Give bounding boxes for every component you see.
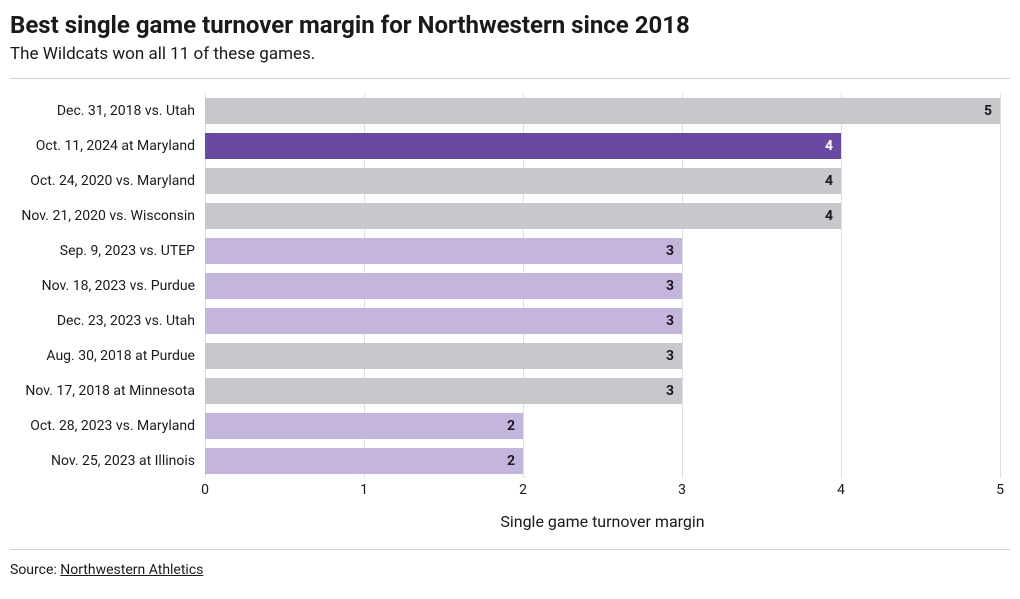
bar-row: Oct. 28, 2023 vs. Maryland2 [205, 408, 1000, 443]
bar: 2 [205, 448, 523, 474]
source-prefix: Source: [10, 562, 60, 578]
chart-subtitle: The Wildcats won all 11 of these games. [10, 44, 1010, 64]
bar-label: Nov. 17, 2018 at Minnesota [25, 383, 205, 399]
bar-label: Nov. 18, 2023 vs. Purdue [42, 278, 205, 294]
bar: 3 [205, 343, 682, 369]
chart-title: Best single game turnover margin for Nor… [10, 10, 1010, 40]
bar-value: 4 [825, 138, 833, 154]
x-tick: 5 [996, 482, 1004, 498]
bar-row: Nov. 18, 2023 vs. Purdue3 [205, 268, 1000, 303]
bars-group: Dec. 31, 2018 vs. Utah5Oct. 11, 2024 at … [205, 93, 1000, 478]
bar-label: Oct. 28, 2023 vs. Maryland [30, 418, 205, 434]
x-tick: 1 [360, 482, 368, 498]
bar-value: 3 [666, 313, 674, 329]
bar-value: 3 [666, 383, 674, 399]
bar: 3 [205, 273, 682, 299]
chart-container: Best single game turnover margin for Nor… [0, 0, 1020, 588]
bar-chart: Dec. 31, 2018 vs. Utah5Oct. 11, 2024 at … [10, 93, 1010, 531]
bar-value: 4 [825, 208, 833, 224]
bar-row: Dec. 23, 2023 vs. Utah3 [205, 303, 1000, 338]
bar-row: Nov. 21, 2020 vs. Wisconsin4 [205, 198, 1000, 233]
bar-label: Nov. 21, 2020 vs. Wisconsin [21, 208, 205, 224]
bar: 2 [205, 413, 523, 439]
bar: 3 [205, 378, 682, 404]
x-tick: 4 [837, 482, 845, 498]
bar-label: Aug. 30, 2018 at Purdue [46, 348, 205, 364]
bar-value: 3 [666, 243, 674, 259]
x-axis-label: Single game turnover margin [205, 512, 1000, 531]
bar: 4 [205, 203, 841, 229]
source-link[interactable]: Northwestern Athletics [60, 562, 203, 578]
source-line: Source: Northwestern Athletics [10, 562, 1010, 578]
bar-label: Dec. 23, 2023 vs. Utah [57, 313, 205, 329]
bar-value: 5 [984, 103, 992, 119]
x-tick: 2 [519, 482, 527, 498]
bar-label: Oct. 24, 2020 vs. Maryland [30, 173, 205, 189]
bar-value: 2 [507, 453, 515, 469]
plot-area: Dec. 31, 2018 vs. Utah5Oct. 11, 2024 at … [205, 93, 1000, 478]
bar-row: Oct. 11, 2024 at Maryland4 [205, 128, 1000, 163]
bar-row: Oct. 24, 2020 vs. Maryland4 [205, 163, 1000, 198]
bar: 4 [205, 133, 841, 159]
gridline [1000, 93, 1001, 478]
bar-value: 3 [666, 278, 674, 294]
bar-row: Nov. 17, 2018 at Minnesota3 [205, 373, 1000, 408]
bar-label: Dec. 31, 2018 vs. Utah [57, 103, 205, 119]
x-tick: 0 [201, 482, 209, 498]
bar-value: 3 [666, 348, 674, 364]
bar-value: 4 [825, 173, 833, 189]
bar-row: Nov. 25, 2023 at Illinois2 [205, 443, 1000, 478]
bar-label: Sep. 9, 2023 vs. UTEP [60, 243, 205, 259]
bar-row: Aug. 30, 2018 at Purdue3 [205, 338, 1000, 373]
x-axis: 012345 [205, 478, 1000, 502]
x-tick: 3 [678, 482, 686, 498]
divider-top [10, 78, 1010, 79]
bar-row: Dec. 31, 2018 vs. Utah5 [205, 93, 1000, 128]
divider-bottom [10, 549, 1010, 550]
bar: 3 [205, 308, 682, 334]
bar: 4 [205, 168, 841, 194]
bar: 5 [205, 98, 1000, 124]
bar-label: Nov. 25, 2023 at Illinois [51, 453, 205, 469]
bar: 3 [205, 238, 682, 264]
bar-row: Sep. 9, 2023 vs. UTEP3 [205, 233, 1000, 268]
bar-value: 2 [507, 418, 515, 434]
bar-label: Oct. 11, 2024 at Maryland [36, 138, 205, 154]
